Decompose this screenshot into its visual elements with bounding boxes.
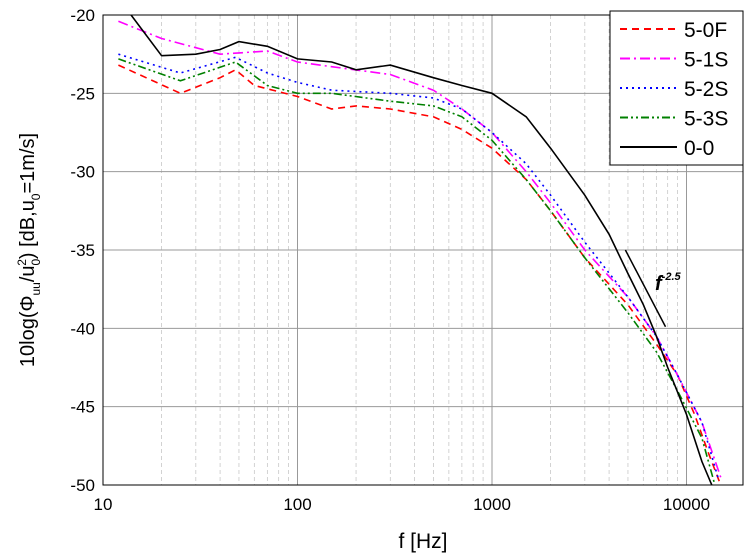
series-line-5-2S <box>118 53 719 478</box>
slope-label: f-2.5 <box>655 271 682 295</box>
y-label-part: /u <box>17 265 39 282</box>
series-group <box>118 15 722 485</box>
y-tick-label: -30 <box>70 163 95 182</box>
y-label-part: =1m/s] <box>17 133 39 194</box>
x-tick-label: 100 <box>283 495 311 514</box>
ticks: 10 100 1000 10000 -20 -25 -30 -35 -40 -45 -50 <box>70 6 710 514</box>
legend: 5-0F 5-1S 5-2S 5-3S 0-0 <box>609 10 744 166</box>
y-tick-label: -25 <box>70 84 95 103</box>
plot-frame <box>102 14 744 486</box>
y-label-part: 0 <box>29 193 43 200</box>
y-tick-label: -45 <box>70 398 95 417</box>
y-label-part: ) [dB,u <box>17 200 39 259</box>
series-line-5-1S <box>118 20 722 478</box>
y-tick-label: -40 <box>70 319 95 338</box>
x-axis-label: f [Hz] <box>398 530 447 553</box>
legend-label: 5-3S <box>684 108 728 131</box>
y-tick-label: -50 <box>70 476 95 495</box>
x-tick-label: 10 <box>94 495 113 514</box>
series-line-0-0 <box>130 15 713 485</box>
legend-label: 5-1S <box>684 49 728 72</box>
legend-label: 5-0F <box>684 19 727 42</box>
slope-annotation: f-2.5 <box>624 249 682 328</box>
legend-label: 0-0 <box>684 137 714 160</box>
y-tick-label: -20 <box>70 6 95 25</box>
series-line-5-3S <box>118 58 716 485</box>
y-label-part: 10log(Φ <box>17 296 39 368</box>
x-tick-label: 10000 <box>663 495 710 514</box>
y-tick-label: -35 <box>70 241 95 260</box>
legend-label: 5-2S <box>684 78 728 101</box>
y-label-part: 2 <box>15 259 29 266</box>
x-tick-label: 1000 <box>473 495 511 514</box>
y-label-part: 0 <box>29 258 43 265</box>
y-label-part: uu <box>29 282 43 295</box>
slope-line <box>624 249 667 328</box>
y-axis-label: 10log(Φuu/u02) [dB,u0=1m/s] <box>15 133 43 367</box>
series-line-5-0F <box>118 64 722 485</box>
